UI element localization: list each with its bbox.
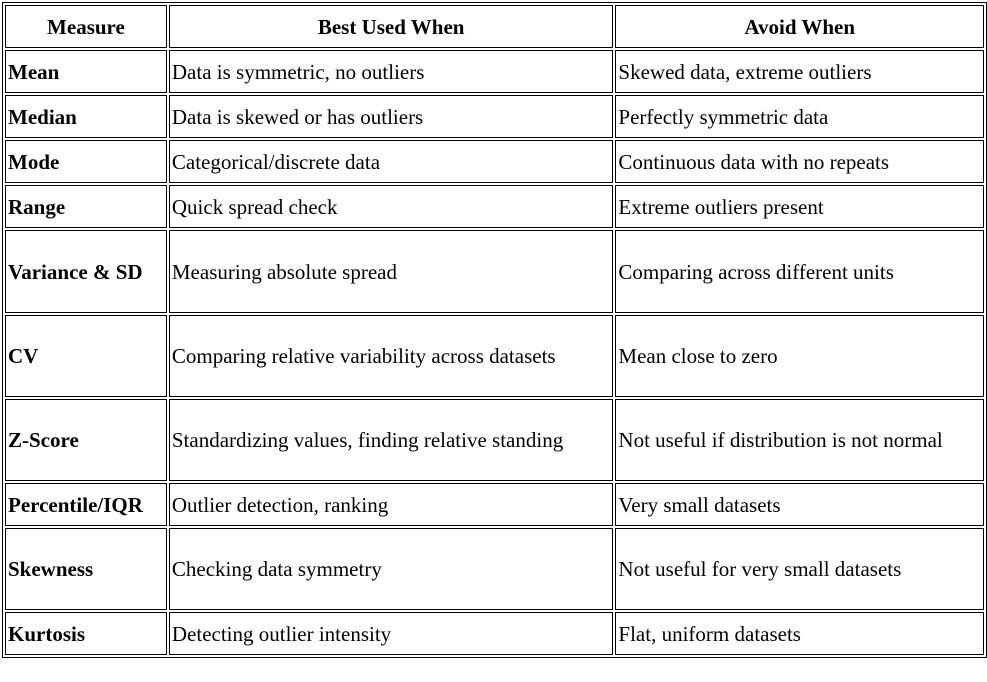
avoid-cell: Mean close to zero: [615, 315, 984, 397]
measure-cell: Z-Score: [5, 399, 167, 481]
avoid-cell: Extreme outliers present: [615, 185, 984, 228]
table-row: Skewness Checking data symmetry Not usef…: [5, 528, 984, 610]
measure-cell: Percentile/IQR: [5, 483, 167, 526]
avoid-cell: Not useful if distribution is not normal: [615, 399, 984, 481]
table-row: CV Comparing relative variability across…: [5, 315, 984, 397]
avoid-cell: Comparing across different units: [615, 230, 984, 313]
avoid-cell: Very small datasets: [615, 483, 984, 526]
avoid-cell: Continuous data with no repeats: [615, 140, 984, 183]
comparison-table-container: Measure Best Used When Avoid When Mean D…: [2, 2, 987, 658]
best-used-cell: Outlier detection, ranking: [168, 483, 614, 526]
header-row: Measure Best Used When Avoid When: [5, 5, 984, 48]
header-avoid-when: Avoid When: [615, 5, 984, 48]
best-used-cell: Detecting outlier intensity: [168, 612, 614, 655]
measure-cell: Median: [5, 95, 167, 138]
best-used-cell: Data is skewed or has outliers: [168, 95, 614, 138]
header-measure: Measure: [5, 5, 167, 48]
table-row: Median Data is skewed or has outliers Pe…: [5, 95, 984, 138]
table-row: Variance & SD Measuring absolute spread …: [5, 230, 984, 313]
table-row: Z-Score Standardizing values, finding re…: [5, 399, 984, 481]
best-used-cell: Measuring absolute spread: [168, 230, 614, 313]
measure-cell: CV: [5, 315, 167, 397]
measure-cell: Kurtosis: [5, 612, 167, 655]
measure-cell: Mode: [5, 140, 167, 183]
table-row: Percentile/IQR Outlier detection, rankin…: [5, 483, 984, 526]
table-row: Mean Data is symmetric, no outliers Skew…: [5, 50, 984, 93]
best-used-cell: Comparing relative variability across da…: [168, 315, 614, 397]
table-row: Mode Categorical/discrete data Continuou…: [5, 140, 984, 183]
measure-cell: Skewness: [5, 528, 167, 610]
best-used-cell: Data is symmetric, no outliers: [168, 50, 614, 93]
best-used-cell: Categorical/discrete data: [168, 140, 614, 183]
measure-cell: Variance & SD: [5, 230, 167, 313]
best-used-cell: Checking data symmetry: [168, 528, 614, 610]
measure-cell: Mean: [5, 50, 167, 93]
best-used-cell: Quick spread check: [168, 185, 614, 228]
table-row: Kurtosis Detecting outlier intensity Fla…: [5, 612, 984, 655]
table-row: Range Quick spread check Extreme outlier…: [5, 185, 984, 228]
best-used-cell: Standardizing values, finding relative s…: [168, 399, 614, 481]
avoid-cell: Skewed data, extreme outliers: [615, 50, 984, 93]
avoid-cell: Flat, uniform datasets: [615, 612, 984, 655]
measure-cell: Range: [5, 185, 167, 228]
header-best-used-when: Best Used When: [168, 5, 614, 48]
avoid-cell: Perfectly symmetric data: [615, 95, 984, 138]
avoid-cell: Not useful for very small datasets: [615, 528, 984, 610]
measures-comparison-table: Measure Best Used When Avoid When Mean D…: [2, 2, 987, 658]
